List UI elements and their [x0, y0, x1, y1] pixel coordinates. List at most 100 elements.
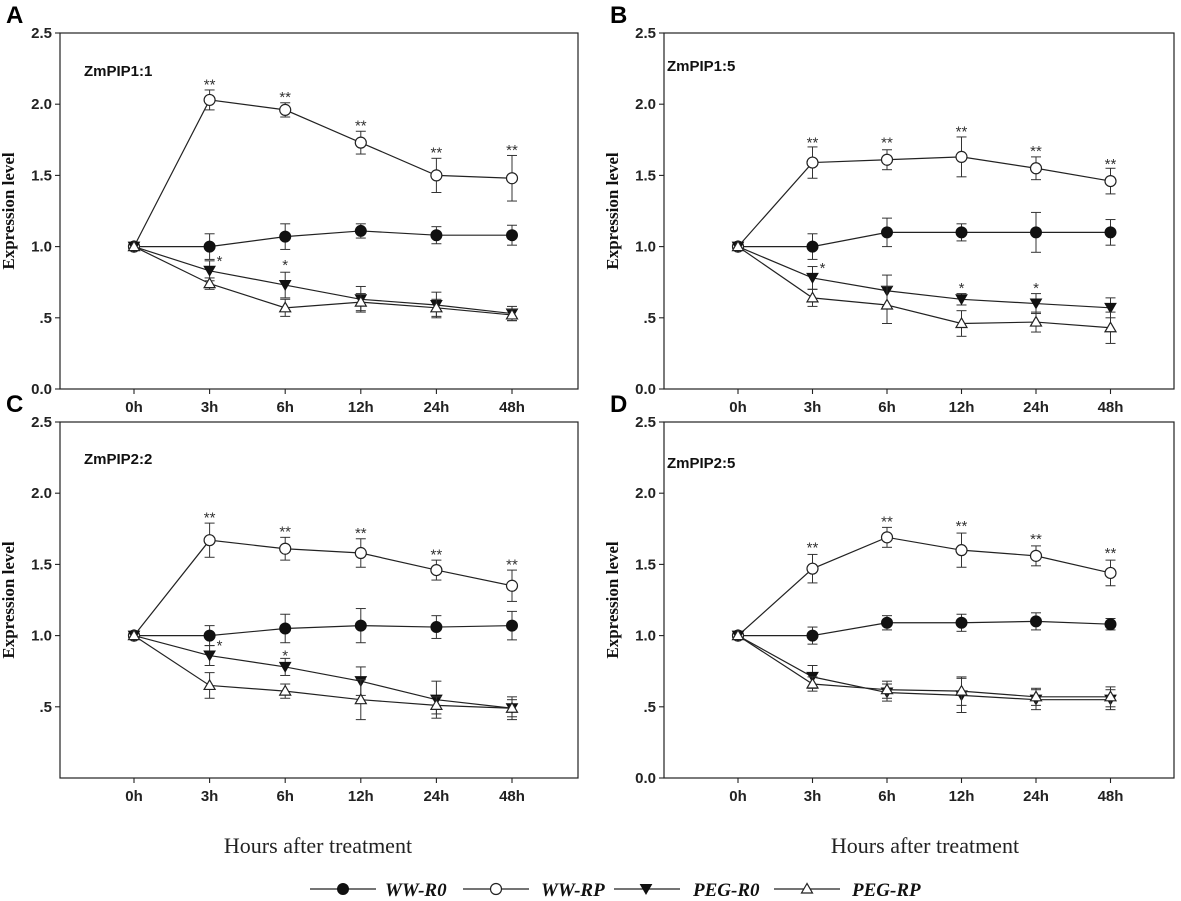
plot-frame: [663, 421, 1175, 779]
point-peg-r0: [203, 650, 216, 662]
point-ww-r0: [354, 619, 367, 632]
point-ww-rp: [880, 531, 894, 544]
series-line-ww-rp: [737, 156, 1111, 247]
legend-label-ww-r0: WW-R0: [385, 880, 447, 901]
panel-title: ZmPIP2:5: [667, 455, 735, 472]
y-tick-label: 1.0: [31, 239, 52, 256]
y-axis-title: Expression level: [603, 541, 622, 659]
point-ww-rp: [505, 172, 519, 185]
point-ww-r0: [354, 224, 367, 237]
point-ww-rp: [354, 136, 367, 149]
point-ww-rp: [430, 563, 443, 577]
point-ww-rp: [505, 579, 519, 592]
significance-mark: **: [881, 135, 893, 152]
point-ww-r0: [806, 629, 819, 642]
series-line-ww-rp: [133, 99, 513, 247]
point-peg-rp: [1103, 690, 1118, 702]
point-peg-rp: [1103, 321, 1118, 333]
point-ww-r0: [1104, 226, 1117, 239]
x-tick-label-24h: 24h: [1023, 399, 1049, 416]
x-tick-label-3h: 3h: [201, 399, 219, 416]
series-line-peg-r0: [737, 246, 1111, 309]
y-tick-label: 1.0: [635, 628, 656, 645]
significance-mark: *: [820, 260, 826, 277]
point-ww-rp: [1029, 549, 1043, 562]
point-peg-rp: [880, 298, 894, 310]
point-ww-r0: [430, 621, 443, 634]
significance-mark: **: [204, 76, 216, 93]
significance-mark: **: [956, 123, 968, 140]
series-line-ww-rp: [133, 539, 513, 636]
filled-triangle-down-icon: [639, 884, 653, 895]
point-peg-r0: [278, 280, 292, 292]
series-line-peg-r0: [133, 246, 513, 315]
point-ww-r0: [1104, 618, 1117, 631]
significance-mark: **: [807, 539, 819, 556]
point-ww-rp: [1029, 162, 1043, 175]
legend: WW-R0 WW-RP PEG-R0 PEG-RP: [310, 880, 921, 901]
significance-mark: **: [881, 514, 893, 531]
point-peg-rp: [354, 692, 368, 705]
series-line-ww-r0: [134, 625, 513, 637]
x-tick-label-0h: 0h: [729, 399, 747, 416]
point-ww-rp: [203, 534, 216, 547]
x-tick-label-24h: 24h: [423, 399, 449, 416]
series-line-ww-r0: [134, 230, 512, 248]
significance-mark: *: [217, 253, 223, 270]
point-peg-rp: [731, 628, 745, 641]
y-tick-label: 2.0: [635, 96, 656, 113]
panel-letter: D: [610, 391, 627, 418]
significance-mark: **: [355, 525, 367, 542]
point-peg-rp: [505, 701, 519, 713]
point-ww-r0: [506, 619, 518, 632]
significance-mark: *: [217, 638, 223, 655]
x-tick-label-48h: 48h: [499, 788, 525, 805]
point-peg-rp: [954, 684, 969, 696]
point-ww-rp: [955, 544, 968, 557]
y-tick-label: .5: [39, 310, 52, 327]
x-tick-label-3h: 3h: [201, 788, 219, 805]
x-tick-label-48h: 48h: [1098, 788, 1124, 805]
point-peg-r0: [1104, 302, 1117, 314]
y-axis-title: Expression level: [603, 152, 622, 270]
y-tick-label: 1.5: [31, 556, 52, 573]
x-tick-label-48h: 48h: [499, 399, 525, 416]
point-ww-rp: [880, 153, 894, 166]
point-ww-rp: [1104, 174, 1117, 188]
series-line-peg-rp: [737, 635, 1111, 698]
open-triangle-up-icon: [800, 882, 814, 894]
open-circle-icon: [489, 882, 503, 896]
point-peg-r0: [955, 294, 968, 306]
significance-mark: **: [1105, 545, 1117, 562]
y-tick-label: 0.0: [31, 381, 52, 398]
significance-mark: **: [1030, 143, 1042, 160]
point-peg-r0: [278, 661, 292, 673]
panel-b: B ZmPIP1:5 0.0 .5 1.0 1.5 2.0 2.5 Expression lev…: [603, 2, 1175, 416]
point-peg-rp: [429, 698, 443, 710]
point-peg-rp: [731, 239, 745, 252]
point-ww-r0: [881, 226, 893, 239]
point-peg-rp: [954, 316, 969, 329]
point-peg-rp: [505, 308, 519, 320]
panel-letter: A: [6, 2, 23, 29]
y-tick-label: 2.5: [635, 414, 656, 431]
y-tick-label: 1.5: [31, 167, 52, 184]
y-tick-label: .5: [643, 699, 656, 716]
y-axis-title: Expression level: [0, 541, 18, 659]
x-tick-label-3h: 3h: [804, 399, 822, 416]
y-tick-label: 0.0: [635, 770, 656, 787]
x-tick-label-24h: 24h: [1023, 788, 1049, 805]
panel-letter: C: [6, 391, 23, 418]
point-ww-r0: [1030, 226, 1042, 239]
significance-mark: **: [279, 89, 291, 106]
legend-item-peg-rp: PEG-RP: [774, 880, 921, 901]
significance-mark: **: [1030, 531, 1042, 548]
panel-d: D ZmPIP2:5 0.0 .5 1.0 1.5 2.0 2.5 Expression lev…: [603, 391, 1175, 805]
significance-mark: *: [1033, 280, 1039, 297]
significance-mark: **: [506, 142, 518, 159]
y-tick-label: .5: [643, 310, 656, 327]
point-ww-rp: [1104, 566, 1117, 580]
y-tick-label: 1.0: [635, 239, 656, 256]
point-ww-rp: [354, 546, 367, 560]
